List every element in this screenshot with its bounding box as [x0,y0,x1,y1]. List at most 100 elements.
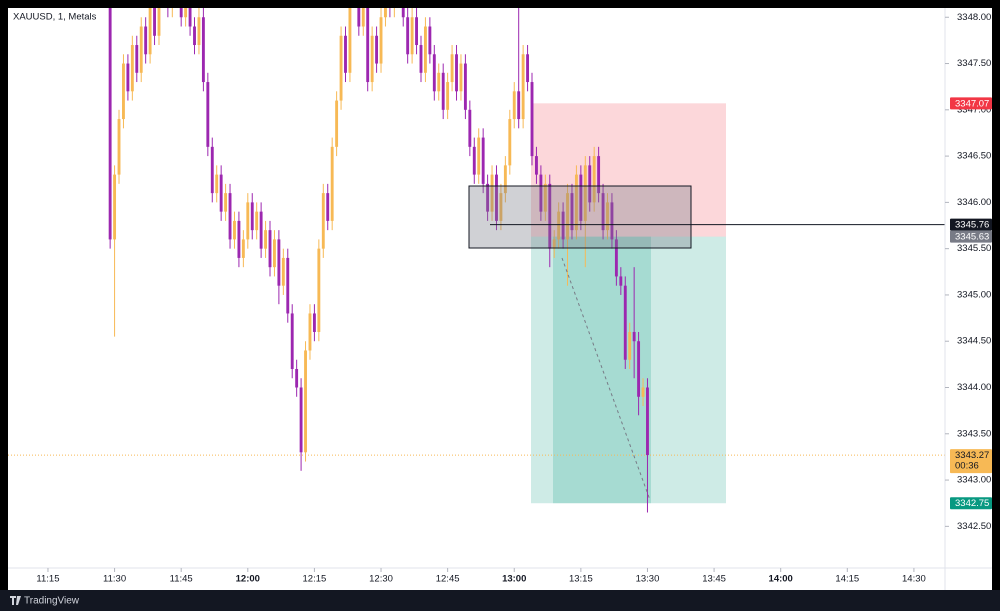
candle-body [503,165,507,194]
candle-body [588,165,592,203]
candle-body [574,174,578,231]
candle-body [468,109,472,147]
candle-body [259,211,263,249]
candle-body [375,35,379,64]
candle-body [277,239,281,286]
x-tick-label: 13:45 [702,574,726,585]
candle-body [614,239,618,277]
y-tick-label: 3343.50 [957,428,991,439]
candle-body [463,63,467,110]
x-tick-label: 13:00 [502,574,526,585]
footer-bar [0,590,1000,611]
candle-body [646,387,649,456]
candle-body [126,63,130,92]
candle-body [641,387,645,397]
candle-body [561,211,565,240]
chart-background [8,8,992,590]
candle-body [512,91,516,120]
candle-body [623,285,627,360]
candle-body [583,165,587,221]
candle-body [224,193,228,212]
x-tick-label: 13:15 [569,574,593,585]
price-marker [950,218,992,231]
candle-body [241,239,245,258]
candle-body [122,63,125,120]
candle-body [361,8,365,27]
candle-body [295,368,299,388]
candle-body [481,137,485,184]
candle-body [264,230,268,249]
candle-body [153,8,156,36]
x-tick-label: 12:00 [236,574,260,585]
candle-body [179,8,183,18]
candle-body [317,248,321,332]
price-marker-label: 3345.76 [955,220,989,231]
candle-body [410,17,414,55]
x-tick-label: 11:45 [170,574,193,585]
candle-body [437,72,441,92]
candle-body [601,193,605,231]
y-tick-label: 3343.00 [957,475,991,486]
candle-body [330,146,334,221]
plot-area [8,0,945,513]
candle-body [477,137,481,175]
candle-body [255,211,259,231]
x-tick-label: 14:30 [902,574,926,585]
candle-body [201,17,205,83]
candle-body [299,387,303,453]
y-tick-label: 3347.00 [957,104,991,115]
y-tick-label: 3345.00 [957,289,991,300]
x-tick-label: 12:15 [303,574,327,585]
candle-body [139,26,143,73]
x-tick-label: 13:30 [636,574,660,585]
candle-body [597,156,601,194]
candle-body [184,8,188,18]
candle-body [455,54,458,92]
price-marker-label: 3347.07 [955,98,989,109]
candle-body [543,183,547,212]
candle-body [117,119,121,175]
candle-body [344,35,347,73]
price-marker [950,97,992,110]
price-marker-label: 3343.27 [955,450,989,461]
candle-body [628,331,632,360]
x-tick-label: 11:30 [103,574,126,585]
candle-body [130,45,134,92]
candle-body [499,193,503,221]
price-marker-label: 3345.63 [955,232,989,243]
x-tick-label: 14:15 [835,574,859,585]
chart-title: XAUUSD, 1, Metals [13,12,97,23]
candle-body [193,26,196,46]
candle-body [321,193,325,249]
candle-body [441,72,445,110]
y-tick-label: 3344.50 [957,336,991,347]
candle-body [508,119,512,166]
candle-body [246,202,250,240]
y-tick-label: 3348.00 [957,12,991,23]
candle-body [166,0,169,8]
candle-body [535,156,538,175]
candle-body [446,82,450,110]
candle-body [415,17,418,46]
candle-body [135,45,139,73]
candle-body [486,183,490,212]
candle-body [401,8,405,18]
brand-logo [10,596,21,605]
candle-body [273,239,276,268]
candle-body [366,8,370,83]
candle-body [290,313,294,369]
candle-body [490,174,494,212]
candle-body [610,202,614,240]
candle-body [206,82,210,147]
candle-body [450,54,454,83]
candle-body [219,174,223,212]
candle-body [419,45,423,73]
y-tick-label: 3346.50 [957,151,991,162]
candle-body [210,146,214,194]
countdown-label: 00:36 [955,461,979,472]
price-marker-label: 3342.75 [955,498,989,509]
candle-body [308,313,312,351]
brand-name: TradingView [24,596,80,607]
candle-body [157,8,161,36]
candle-body [406,17,410,55]
